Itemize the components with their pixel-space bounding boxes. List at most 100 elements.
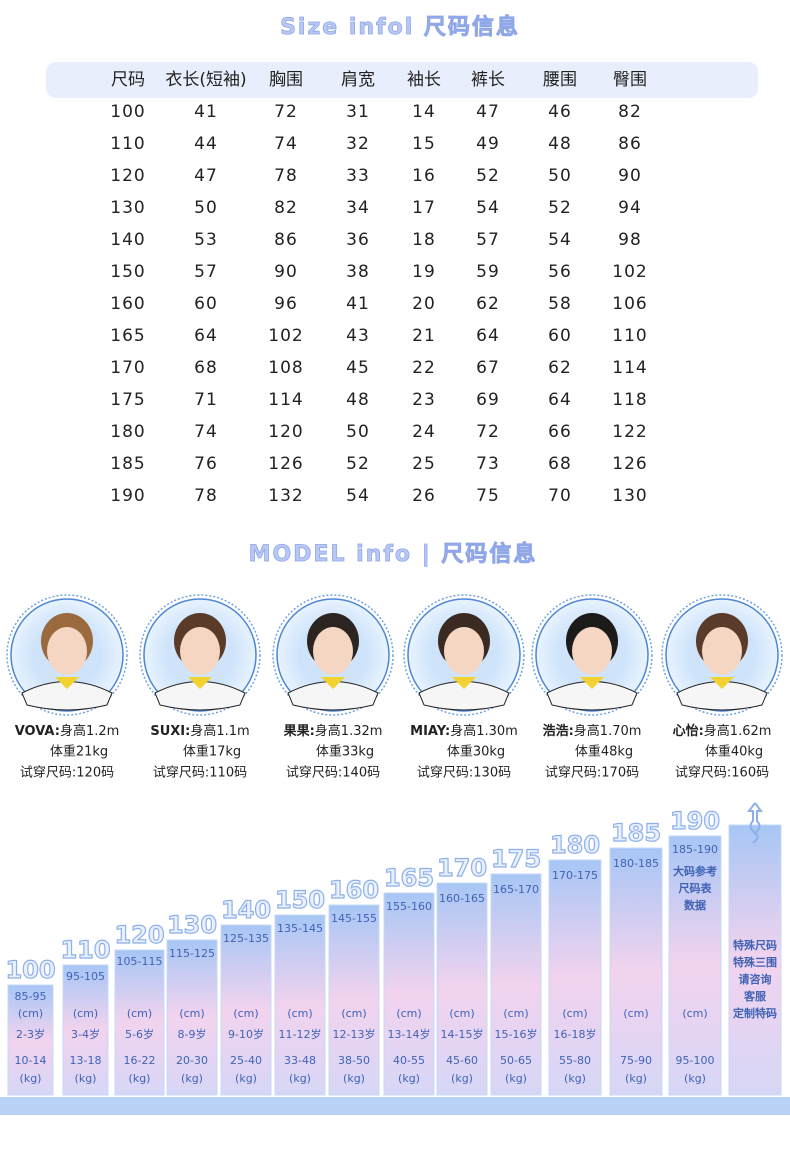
cm-unit: (cm) <box>682 1007 707 1020</box>
model-line: 浩浩:身高1.70m <box>543 723 642 739</box>
size-label: 170 <box>437 854 487 882</box>
table-cell: 114 <box>612 358 647 378</box>
table-cell: 53 <box>194 230 218 250</box>
table-cell: 58 <box>548 294 572 314</box>
size-label: 140 <box>221 896 271 924</box>
model-size: 试穿尺码:140码 <box>286 765 380 781</box>
arrow-icon <box>747 802 763 844</box>
table-cell: 130 <box>110 198 145 218</box>
model-line: SUXI:身高1.1m <box>150 723 249 739</box>
table-cell: 22 <box>412 358 436 378</box>
model-height: 身高1.1m <box>190 723 249 739</box>
table-cell: 32 <box>346 134 370 154</box>
table-header: 袖长 <box>407 70 441 90</box>
cm-unit: (cm) <box>562 1007 587 1020</box>
model-name: VOVA: <box>15 724 60 739</box>
model-name: 浩浩: <box>543 723 574 739</box>
table-cell: 48 <box>346 390 370 410</box>
kg-unit: (kg) <box>129 1072 151 1085</box>
age: 14-15岁 <box>441 1027 484 1041</box>
avatar-shirt <box>21 681 113 711</box>
table-cell: 52 <box>548 198 572 218</box>
avatar-collar <box>55 677 79 689</box>
kg-unit: (kg) <box>451 1072 473 1085</box>
cm-unit: (cm) <box>503 1007 528 1020</box>
table-cell: 62 <box>476 294 500 314</box>
model-name: 心怡: <box>673 723 704 739</box>
table-cell: 90 <box>274 262 298 282</box>
size-title: Size infol 尺码信息 <box>280 14 520 40</box>
kg-unit: (kg) <box>505 1072 527 1085</box>
table-cell: 118 <box>612 390 647 410</box>
cm-range: 105-115 <box>117 955 163 968</box>
table-cell: 26 <box>412 486 436 506</box>
table-cell: 45 <box>346 358 370 378</box>
kg-range: 38-50 <box>338 1054 370 1067</box>
kg-unit: (kg) <box>684 1072 706 1085</box>
avatar-collar <box>452 677 476 689</box>
table-cell: 52 <box>476 166 500 186</box>
note: 大码参考 <box>673 864 717 878</box>
table-cell: 50 <box>548 166 572 186</box>
table-cell: 15 <box>412 134 436 154</box>
table-cell: 21 <box>412 326 436 346</box>
table-cell: 19 <box>412 262 436 282</box>
table-cell: 59 <box>476 262 500 282</box>
size-label: 160 <box>329 876 379 904</box>
table-cell: 54 <box>346 486 370 506</box>
note: 特殊尺码 <box>733 938 777 952</box>
note: 尺码表 <box>679 881 713 895</box>
table-cell: 71 <box>194 390 218 410</box>
table-header: 腰围 <box>543 70 577 90</box>
table-cell: 185 <box>110 454 145 474</box>
cm-unit: (cm) <box>623 1007 648 1020</box>
cm-unit: (cm) <box>341 1007 366 1020</box>
size-bar <box>274 914 326 1096</box>
age: 3-4岁 <box>71 1027 100 1041</box>
note: 数据 <box>684 898 706 912</box>
table-cell: 110 <box>612 326 647 346</box>
table-cell: 102 <box>268 326 303 346</box>
table-cell: 114 <box>268 390 303 410</box>
size-label: 185 <box>611 819 661 847</box>
note: 请咨询 <box>739 972 772 986</box>
size-bar <box>609 847 663 1096</box>
avatar-collar <box>580 677 604 689</box>
age: 5-6岁 <box>125 1027 154 1041</box>
cm-range: 85-95 <box>15 990 47 1003</box>
model-name: MIAY: <box>410 724 450 739</box>
table-cell: 160 <box>110 294 145 314</box>
table-cell: 31 <box>346 102 370 122</box>
model-weight: 体重30kg <box>447 744 505 760</box>
cm-range: 125-135 <box>223 932 269 945</box>
table-cell: 64 <box>548 390 572 410</box>
table-cell: 74 <box>194 422 218 442</box>
avatar-shirt <box>676 681 768 711</box>
table-cell: 120 <box>110 166 145 186</box>
kg-range: 75-90 <box>620 1054 652 1067</box>
table-cell: 76 <box>194 454 218 474</box>
avatar-ring <box>139 594 261 716</box>
table-cell: 78 <box>194 486 218 506</box>
model-name: 果果: <box>283 724 315 739</box>
model-weight: 体重21kg <box>50 744 108 760</box>
kg-range: 13-18 <box>70 1054 102 1067</box>
table-cell: 33 <box>346 166 370 186</box>
model-size: 试穿尺码:130码 <box>417 765 511 781</box>
size-bar <box>220 924 272 1096</box>
avatar-face <box>572 627 612 675</box>
kg-range: 16-22 <box>124 1054 156 1067</box>
avatar-ring <box>661 594 783 716</box>
table-cell: 96 <box>274 294 298 314</box>
table-cell: 98 <box>618 230 642 250</box>
size-bar <box>328 904 380 1096</box>
cm-unit: (cm) <box>18 1007 43 1020</box>
cm-range: 95-105 <box>66 970 105 983</box>
model-weight: 体重17kg <box>183 744 241 760</box>
avatar-collar <box>710 677 734 689</box>
table-cell: 64 <box>476 326 500 346</box>
size-bar <box>548 859 602 1096</box>
table-cell: 14 <box>412 102 436 122</box>
table-cell: 120 <box>268 422 303 442</box>
table-cell: 57 <box>194 262 218 282</box>
